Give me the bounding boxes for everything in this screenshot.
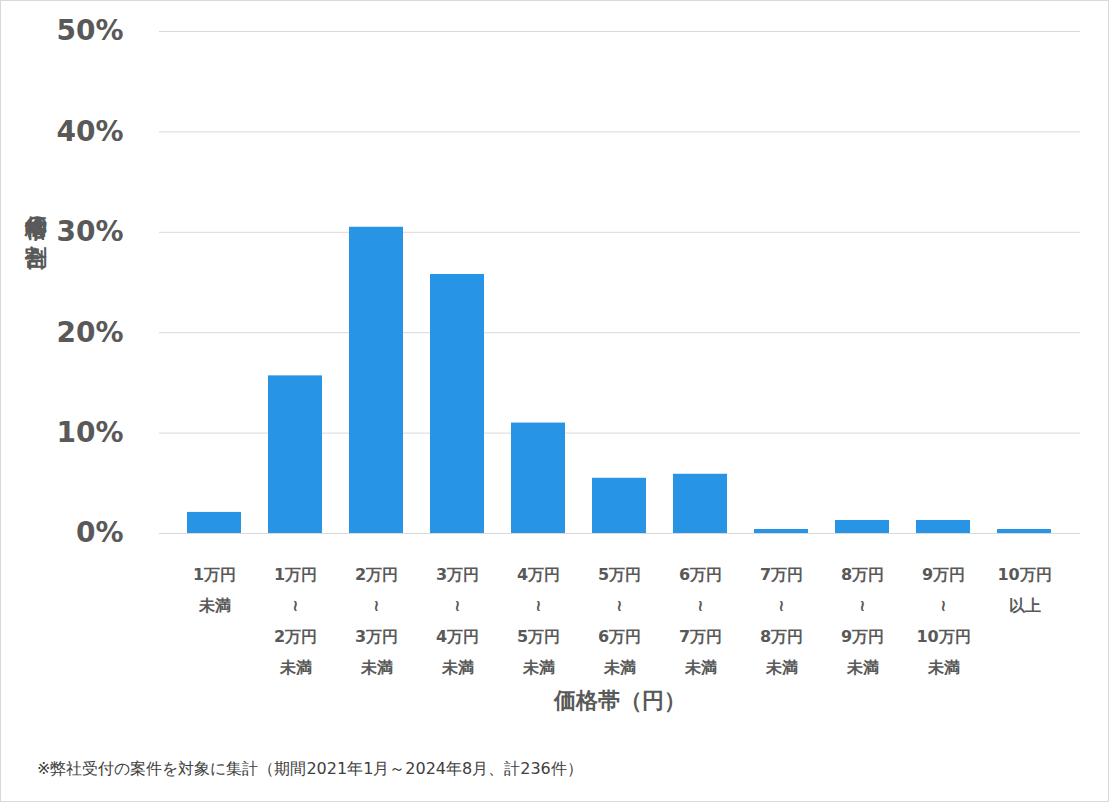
- svg-text:6万円≀7万円未満: 6万円≀7万円未満: [679, 565, 722, 678]
- svg-text:4万円≀5万円未満: 4万円≀5万円未満: [517, 565, 560, 678]
- svg-text:価格帯（円）: 価格帯（円）: [553, 688, 686, 713]
- svg-text:2万円≀3万円未満: 2万円≀3万円未満: [355, 565, 398, 678]
- html-text:価格帯の割合: 価格帯の割合: [24, 199, 49, 230]
- svg-text:7万円≀8万円未満: 7万円≀8万円未満: [760, 565, 803, 678]
- svg-text:20%: 20%: [56, 316, 123, 349]
- svg-text:1万円未満: 1万円未満: [193, 565, 236, 615]
- svg-text:8万円≀9万円未満: 8万円≀9万円未満: [841, 565, 884, 678]
- html-text:※弊社受付の案件を対象に集計（期間2021年1月～2024年: ※弊社受付の案件を対象に集計（期間2021年1月～2024年8月、計236件）: [37, 759, 583, 778]
- svg-text:5万円≀6万円未満: 5万円≀6万円未満: [598, 565, 641, 678]
- svg-text:9万円≀10万円未満: 9万円≀10万円未満: [916, 565, 970, 678]
- svg-text:10%: 10%: [56, 416, 123, 449]
- svg-text:30%: 30%: [56, 215, 123, 248]
- svg-text:3万円≀4万円未満: 3万円≀4万円未満: [436, 565, 479, 678]
- svg-text:50%: 50%: [56, 14, 123, 47]
- svg-text:1万円≀2万円未満: 1万円≀2万円未満: [274, 565, 317, 678]
- svg-text:10万円以上: 10万円以上: [997, 565, 1051, 615]
- svg-text:0%: 0%: [76, 516, 124, 549]
- svg-text:40%: 40%: [56, 115, 123, 148]
